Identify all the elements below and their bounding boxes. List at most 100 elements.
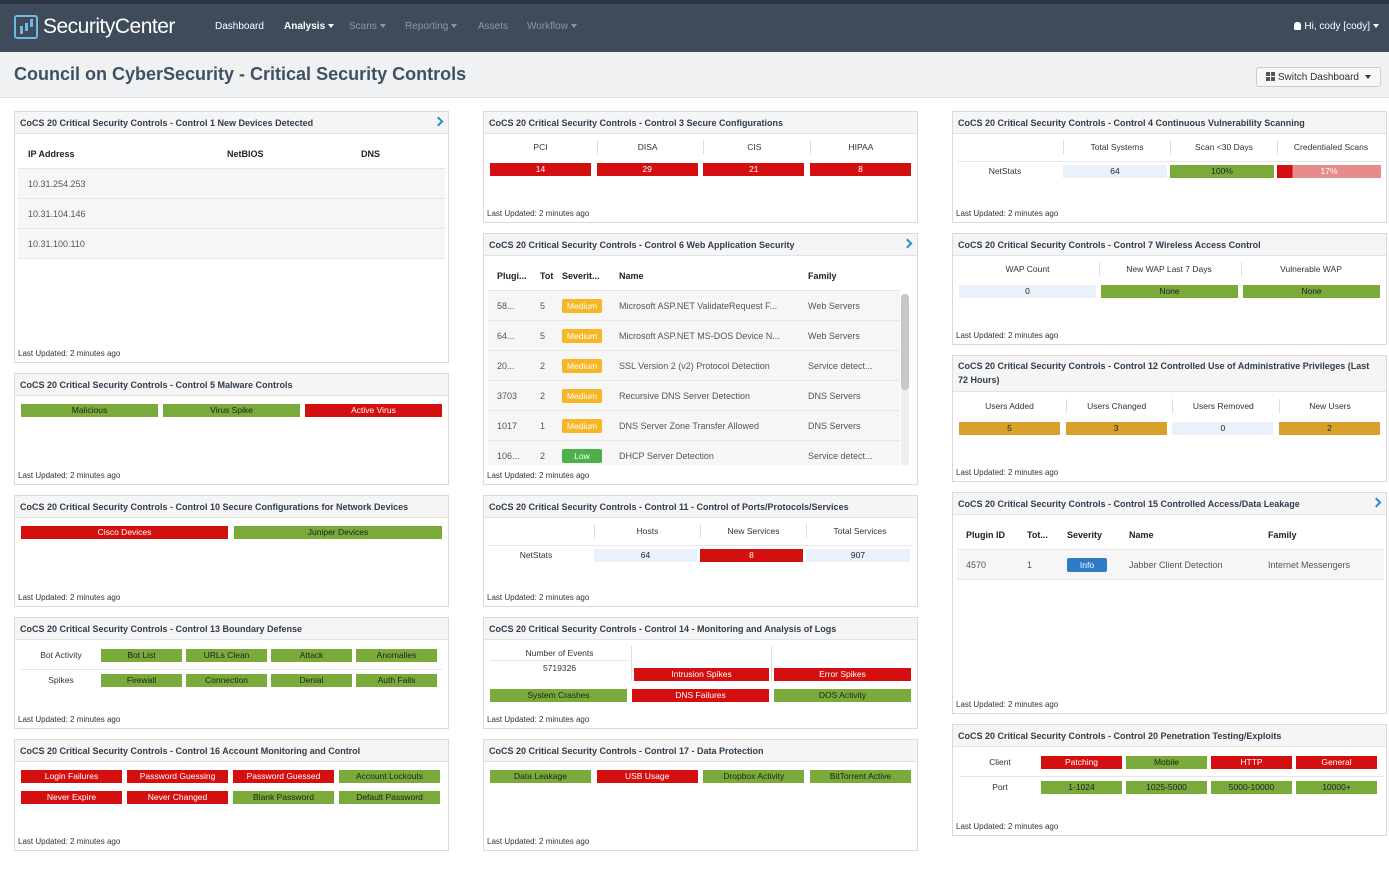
mobile-cell[interactable]: Mobile <box>1126 755 1207 769</box>
connection-cell[interactable]: Connection <box>186 673 267 687</box>
cis-label: CIS <box>703 140 804 154</box>
users-added-value[interactable]: 5 <box>959 422 1060 435</box>
table-row[interactable]: 10.31.104.146 <box>18 199 445 229</box>
scrollbar-thumb[interactable] <box>901 294 909 390</box>
dos-activity-cell[interactable]: DOS Activity <box>774 689 911 702</box>
never-expire-cell[interactable]: Never Expire <box>21 791 122 804</box>
cis-value[interactable]: 21 <box>703 163 805 176</box>
pci-value[interactable]: 14 <box>490 163 591 176</box>
col-plugin-id[interactable]: Plugin ID <box>966 529 1005 540</box>
table-row[interactable]: 64... 5 Medium Microsoft ASP.NET MS-DOS … <box>488 321 900 351</box>
col-dns[interactable]: DNS <box>361 148 381 159</box>
table-row[interactable]: 58... 5 Medium Microsoft ASP.NET Validat… <box>488 291 900 321</box>
col-plugin[interactable]: Plugi... <box>497 270 527 281</box>
dns-failures-cell[interactable]: DNS Failures <box>632 689 769 702</box>
nav-assets[interactable]: Assets <box>478 21 509 32</box>
table-row[interactable]: 3703 2 Medium Recursive DNS Server Detec… <box>488 381 900 411</box>
intrusion-spikes-cell[interactable]: Intrusion Spikes <box>634 668 769 681</box>
port-10000-plus-cell[interactable]: 10000+ <box>1296 780 1377 794</box>
chevron-right-icon[interactable] <box>433 116 444 127</box>
usb-usage-cell[interactable]: USB Usage <box>596 770 698 783</box>
table-row[interactable]: 106... 2 Low DHCP Server Detection Servi… <box>488 441 900 465</box>
malicious-cell[interactable]: Malicious <box>21 404 158 417</box>
panel-title: CoCS 20 Critical Security Controls - Con… <box>484 112 917 134</box>
nav-dashboard[interactable]: Dashboard <box>215 21 264 32</box>
login-failures-cell[interactable]: Login Failures <box>21 770 122 783</box>
password-guessing-cell[interactable]: Password Guessing <box>127 770 228 783</box>
app-logo[interactable]: SecurityCenter <box>14 15 175 39</box>
wap-count-value[interactable]: 0 <box>959 285 1096 298</box>
users-removed-value[interactable]: 0 <box>1172 422 1274 435</box>
table-row[interactable]: 10.31.254.253 <box>18 169 445 199</box>
vulnerable-wap-value[interactable]: None <box>1243 285 1380 298</box>
http-cell[interactable]: HTTP <box>1211 755 1292 769</box>
port-5000-10000-cell[interactable]: 5000-10000 <box>1211 780 1292 794</box>
general-cell[interactable]: General <box>1296 755 1377 769</box>
new-users-value[interactable]: 2 <box>1278 422 1380 435</box>
table-header: Plugi... Tot Severit... Name Family <box>488 261 900 291</box>
table-row[interactable]: 10.31.100.110 <box>18 229 445 259</box>
blank-password-cell[interactable]: Blank Password <box>233 791 334 804</box>
nav-workflow[interactable]: Workflow <box>527 21 577 32</box>
col-severity[interactable]: Severit... <box>562 270 600 281</box>
system-crashes-cell[interactable]: System Crashes <box>490 689 627 702</box>
new-services-value[interactable]: 8 <box>700 548 803 562</box>
col-total[interactable]: Tot... <box>1027 529 1048 540</box>
vuln-scan-headers: Total Systems Scan <30 Days Credentialed… <box>957 140 1384 154</box>
chevron-right-icon[interactable] <box>902 238 913 249</box>
chevron-right-icon[interactable] <box>1371 497 1382 508</box>
active-virus-cell[interactable]: Active Virus <box>305 404 442 417</box>
col-name[interactable]: Name <box>1129 529 1154 540</box>
dropbox-activity-cell[interactable]: Dropbox Activity <box>703 770 805 783</box>
disa-value[interactable]: 29 <box>596 163 698 176</box>
password-guessed-cell[interactable]: Password Guessed <box>233 770 334 783</box>
error-spikes-cell[interactable]: Error Spikes <box>774 668 911 681</box>
scan-30-days-value[interactable]: 100% <box>1170 164 1274 178</box>
plugin-cell: 1017 <box>497 420 518 431</box>
col-name[interactable]: Name <box>619 270 644 281</box>
total-services-value[interactable]: 907 <box>806 548 910 562</box>
nav-analysis[interactable]: Analysis <box>284 21 335 32</box>
cisco-devices-cell[interactable]: Cisco Devices <box>21 526 228 539</box>
users-changed-value[interactable]: 3 <box>1065 422 1167 435</box>
auth-fails-cell[interactable]: Auth Fails <box>356 673 437 687</box>
port-1-1024-cell[interactable]: 1-1024 <box>1041 780 1122 794</box>
firewall-cell[interactable]: Firewall <box>101 673 182 687</box>
credentialed-scans-value[interactable]: 17% <box>1277 164 1381 178</box>
nav-reporting[interactable]: Reporting <box>405 21 458 32</box>
switch-dashboard-button[interactable]: Switch Dashboard <box>1255 67 1381 87</box>
col-family[interactable]: Family <box>1268 529 1297 540</box>
web-app-table: Plugi... Tot Severit... Name Family 58..… <box>488 261 900 465</box>
last-updated: Last Updated: 2 minutes ago <box>18 837 121 846</box>
user-menu[interactable]: Hi, cody [cody] <box>1294 21 1379 32</box>
bot-list-cell[interactable]: Bot List <box>101 648 182 662</box>
table-row[interactable]: 20... 2 Medium SSL Version 2 (v2) Protoc… <box>488 351 900 381</box>
col-netbios[interactable]: NetBIOS <box>227 148 264 159</box>
col-total[interactable]: Tot <box>540 270 554 281</box>
table-row[interactable]: 1017 1 Medium DNS Server Zone Transfer A… <box>488 411 900 441</box>
urls-clean-cell[interactable]: URLs Clean <box>186 648 267 662</box>
table-scrollbar[interactable] <box>901 294 909 466</box>
patching-cell[interactable]: Patching <box>1041 755 1122 769</box>
panel-control-20: CoCS 20 Critical Security Controls - Con… <box>952 724 1387 836</box>
hipaa-value[interactable]: 8 <box>809 163 911 176</box>
juniper-devices-cell[interactable]: Juniper Devices <box>234 526 442 539</box>
never-changed-cell[interactable]: Never Changed <box>127 791 228 804</box>
attack-cell[interactable]: Attack <box>271 648 352 662</box>
bittorrent-active-cell[interactable]: BitTorrent Active <box>809 770 911 783</box>
total-systems-value[interactable]: 64 <box>1063 164 1167 178</box>
col-severity[interactable]: Severity <box>1067 529 1103 540</box>
data-leakage-cell[interactable]: Data Leakage <box>490 770 591 783</box>
default-password-cell[interactable]: Default Password <box>339 791 440 804</box>
hosts-value[interactable]: 64 <box>594 548 697 562</box>
denial-cell[interactable]: Denial <box>271 673 352 687</box>
port-1025-5000-cell[interactable]: 1025-5000 <box>1126 780 1207 794</box>
anomalies-cell[interactable]: Anomalies <box>356 648 437 662</box>
virus-spike-cell[interactable]: Virus Spike <box>163 404 300 417</box>
col-family[interactable]: Family <box>808 270 837 281</box>
account-lockouts-cell[interactable]: Account Lockouts <box>339 770 440 783</box>
nav-scans[interactable]: Scans <box>349 21 386 32</box>
col-ip[interactable]: IP Address <box>28 148 75 159</box>
table-row[interactable]: 4570 1 Info Jabber Client Detection Inte… <box>957 550 1384 580</box>
new-wap-value[interactable]: None <box>1101 285 1238 298</box>
